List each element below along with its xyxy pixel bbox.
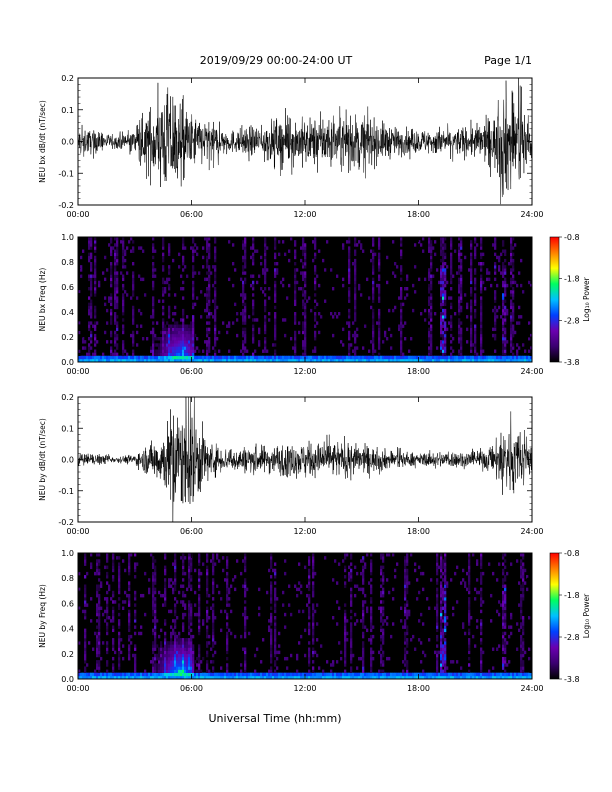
panel-2: -0.8 -1.8 -2.8 -3.8 Log₁₀ Power 1.0 0.8 0.6 0.4 0… <box>38 233 591 376</box>
y-axis-label: NEU bx dB/dt (nT/sec) <box>38 100 47 183</box>
y-tick-label: 1.0 <box>61 233 74 242</box>
x-tick-label: 00:00 <box>66 527 89 536</box>
y-tick-label: 0.6 <box>61 599 74 608</box>
spectrogram-cells <box>78 553 533 680</box>
x-tick-label: 12:00 <box>293 210 316 219</box>
title-date-range: 2019/09/29 00:00-24:00 UT <box>200 54 353 67</box>
y-tick-label: 0.1 <box>61 106 74 115</box>
x-tick-label: 12:00 <box>293 367 316 376</box>
x-tick-label: 06:00 <box>180 684 203 693</box>
x-tick-label: 06:00 <box>180 527 203 536</box>
colorbar-tick-label: -0.8 <box>564 233 580 242</box>
panels: 0.20.10.0-0.1-0.200:00 06:00 12:00 18:00 24:… <box>38 74 591 693</box>
y-tick-label: 1.0 <box>61 549 74 558</box>
y-axis-label: NEU by dB/dt (nT/sec) <box>38 418 47 501</box>
y-tick-label: 0.0 <box>61 675 74 684</box>
x-tick-label: 06:00 <box>180 210 203 219</box>
x-tick-label: 18:00 <box>407 527 430 536</box>
y-tick-label: 0.1 <box>61 424 74 433</box>
colorbar-tick-label: -0.8 <box>564 549 580 558</box>
y-tick-label: 0.8 <box>61 574 74 583</box>
colorbar: -0.8 -1.8 -2.8 -3.8 Log₁₀ Power <box>549 549 591 684</box>
x-tick-label: 12:00 <box>293 684 316 693</box>
x-tick-label: 24:00 <box>520 210 543 219</box>
colorbar-label: Log₁₀ Power <box>582 276 591 321</box>
y-tick-label: 0.2 <box>61 393 74 402</box>
colorbar-label: Log₁₀ Power <box>582 593 591 638</box>
y-tick-label: 0.0 <box>61 138 74 147</box>
x-tick-label: 24:00 <box>520 527 543 536</box>
dbdt-trace <box>77 77 533 205</box>
y-tick-label: -0.1 <box>58 487 74 496</box>
panel-4: -0.8 -1.8 -2.8 -3.8 Log₁₀ Power 1.0 0.8 0.6 0.4 0… <box>38 549 591 693</box>
x-tick-label: 00:00 <box>66 367 89 376</box>
colorbar-gradient <box>549 552 560 680</box>
y-tick-label: 0.2 <box>61 650 74 659</box>
y-axis-label: NEU bx Freq (Hz) <box>38 268 47 332</box>
x-axis-label: Universal Time (hh:mm) <box>209 712 342 725</box>
spectrogram-cells <box>78 237 533 363</box>
title-page-number: Page 1/1 <box>484 54 532 67</box>
colorbar-tick-label: -1.8 <box>564 275 580 284</box>
colorbar-tick-label: -3.8 <box>564 358 580 367</box>
y-tick-label: 0.6 <box>61 283 74 292</box>
dbdt-trace <box>77 396 533 523</box>
colorbar-tick-label: -2.8 <box>564 316 580 325</box>
y-tick-label: 0.2 <box>61 333 74 342</box>
colorbar-gradient <box>549 236 560 363</box>
x-tick-label: 00:00 <box>66 684 89 693</box>
panel-1: 0.2 0.1 0.0 -0.1 -0.200:00 06:00 12:00 18:00 24:… <box>38 74 544 219</box>
x-tick-label: 18:00 <box>407 210 430 219</box>
x-tick-label: 24:00 <box>520 684 543 693</box>
x-tick-label: 12:00 <box>293 527 316 536</box>
colorbar-tick-label: -2.8 <box>564 633 580 642</box>
x-tick-label: 18:00 <box>407 684 430 693</box>
y-tick-label: -0.1 <box>58 169 74 178</box>
y-tick-label: 0.2 <box>61 74 74 83</box>
x-tick-label: 00:00 <box>66 210 89 219</box>
colorbar: -0.8 -1.8 -2.8 -3.8 Log₁₀ Power <box>549 233 591 367</box>
x-tick-label: 18:00 <box>407 367 430 376</box>
y-tick-label: -0.2 <box>58 518 74 527</box>
y-axis-label: NEU by Freq (Hz) <box>38 584 47 648</box>
y-tick-label: 0.0 <box>61 456 74 465</box>
colorbar-tick-label: -3.8 <box>564 675 580 684</box>
colorbar-tick-label: -1.8 <box>564 591 580 600</box>
y-tick-label: 0.4 <box>61 625 74 634</box>
y-tick-label: -0.2 <box>58 201 74 210</box>
y-tick-label: 0.0 <box>61 358 74 367</box>
y-tick-label: 0.8 <box>61 258 74 267</box>
y-tick-label: 0.4 <box>61 308 74 317</box>
x-tick-label: 06:00 <box>180 367 203 376</box>
x-tick-label: 24:00 <box>520 367 543 376</box>
panel-3: 0.2 0.1 0.0 -0.1 -0.200:00 06:00 12:00 18:00 24:… <box>38 393 544 536</box>
